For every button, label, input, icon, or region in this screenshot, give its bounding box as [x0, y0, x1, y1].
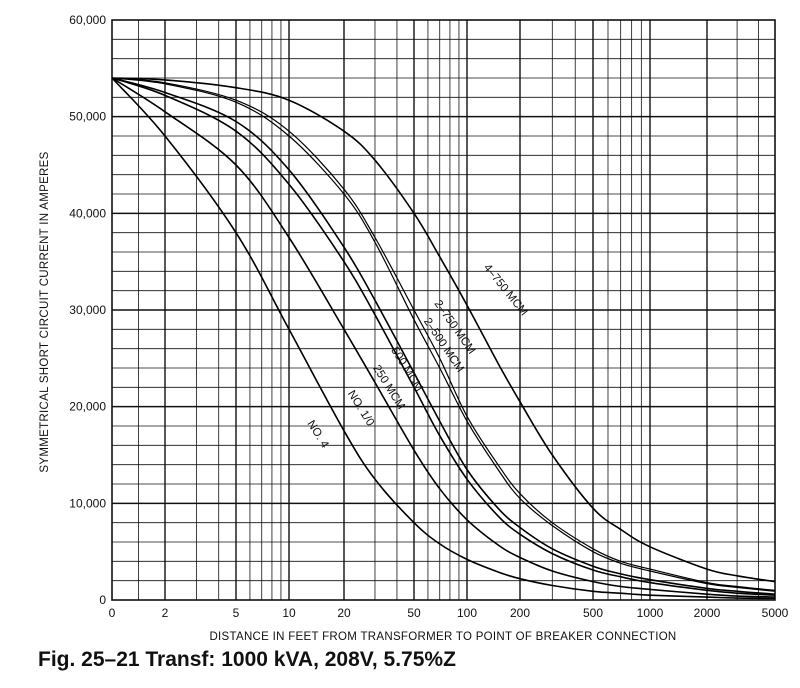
series-label: NO. 1/0	[345, 388, 376, 428]
x-tick-label: 10	[282, 606, 296, 620]
x-tick-label: 2000	[694, 606, 721, 620]
series-line	[111, 77, 776, 592]
x-tick-label: 2	[162, 606, 169, 620]
y-tick-label: 60,000	[69, 13, 106, 27]
y-tick-label: 40,000	[69, 206, 106, 220]
series-label: NO. 4	[304, 418, 330, 450]
x-tick-label: 5000	[762, 606, 789, 620]
tick-labels: 0 2 5 10 20 50 100 200 500 1000 2000 5000 0 10,000 20,…	[69, 13, 788, 620]
y-tick-label: 10,000	[69, 496, 106, 510]
series-line	[111, 77, 776, 591]
y-tick-label: 20,000	[69, 400, 106, 414]
y-tick-label: 0	[99, 593, 106, 607]
x-tick-label: 0	[109, 606, 116, 620]
x-tick-label: 200	[510, 606, 530, 620]
series-line	[111, 77, 776, 583]
y-tick-label: 30,000	[69, 303, 106, 317]
x-tick-label: 100	[457, 606, 477, 620]
x-tick-label: 5	[233, 606, 240, 620]
x-tick-label: 20	[337, 606, 351, 620]
series-line	[111, 77, 776, 595]
y-tick-label: 50,000	[69, 110, 106, 124]
x-axis-title: DISTANCE IN FEET FROM TRANSFORMER TO POI…	[209, 631, 676, 643]
series-line	[111, 77, 776, 596]
series-line	[111, 77, 776, 598]
x-tick-label: 50	[407, 606, 421, 620]
curves	[111, 77, 776, 600]
x-tick-label: 500	[583, 606, 603, 620]
y-axis-title: SYMMETRICAL SHORT CIRCUIT CURRENT IN AMP…	[39, 151, 51, 472]
grid	[111, 19, 776, 601]
series-line	[111, 77, 776, 600]
figure-caption: Fig. 25–21 Transf: 1000 kVA, 208V, 5.75%…	[38, 648, 456, 671]
x-tick-label: 1000	[637, 606, 664, 620]
